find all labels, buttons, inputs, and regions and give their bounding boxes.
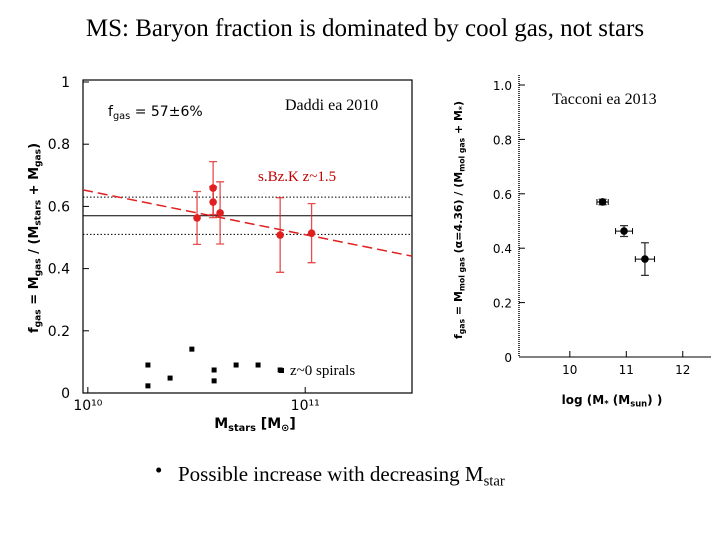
bullet-text: Possible increase with decreasing Mstar xyxy=(178,462,505,489)
fit-line xyxy=(82,189,413,257)
text-part: = 57±6% xyxy=(130,104,202,120)
x-tick-label: 10¹¹ xyxy=(291,398,320,414)
text-part: = M xyxy=(452,291,465,319)
y-tick-label: 0.2 xyxy=(48,324,70,340)
subscript: * xyxy=(604,399,609,409)
x-tick-label: 10 xyxy=(562,363,577,377)
y-tick-label: 0 xyxy=(61,386,70,402)
series-label: z~0 spirals xyxy=(290,363,355,379)
y-axis-label: fgas = Mgas / (Mstars + Mgas) xyxy=(27,143,44,333)
point xyxy=(233,362,239,368)
x-axis-label: log (M* (Msun) ) xyxy=(562,393,663,409)
subscript: gas xyxy=(34,309,44,327)
point xyxy=(216,209,224,217)
text-part: f xyxy=(27,327,42,333)
annotation: Daddi ea 2010 xyxy=(285,97,378,114)
y-tick-label: 0 xyxy=(504,351,512,365)
text-part: = M xyxy=(27,276,42,309)
text-part: ] xyxy=(289,416,295,432)
y-tick-label: 0.6 xyxy=(48,199,70,215)
subscript: mol gas xyxy=(457,257,466,291)
subscript: mol gas xyxy=(457,137,466,171)
point xyxy=(276,231,284,239)
subscript: sun xyxy=(630,399,647,409)
plot-frame xyxy=(82,79,413,394)
subscript: gas xyxy=(457,319,466,335)
point xyxy=(167,375,173,381)
point xyxy=(145,362,151,368)
text-part: + M xyxy=(27,167,42,200)
point xyxy=(209,198,217,206)
series-label: s.Bz.K z~1.5 xyxy=(258,169,336,185)
y-tick-label: 1 xyxy=(61,75,70,91)
text-part: (M xyxy=(609,393,631,407)
bullet-dot: • xyxy=(155,458,162,482)
slide-title: MS: Baryon fraction is dominated by cool… xyxy=(86,15,644,42)
text-part: (α=4.36) / (M xyxy=(452,172,465,257)
point xyxy=(620,227,628,235)
point xyxy=(255,362,261,368)
subscript: stars xyxy=(228,423,256,434)
text-part: Possible increase with decreasing M xyxy=(178,462,484,486)
x-axis-label: Mstars [M⊙] xyxy=(214,416,296,434)
point xyxy=(307,229,316,237)
inset-text: fgas = 57±6% xyxy=(108,104,203,122)
subscript: gas xyxy=(113,111,130,122)
point xyxy=(193,214,201,222)
subscript: gas xyxy=(34,258,44,276)
text-part: f xyxy=(108,104,114,120)
y-tick-label: 0.8 xyxy=(493,133,512,147)
text-part: + M xyxy=(452,110,465,138)
subscript: * xyxy=(457,106,466,110)
point xyxy=(641,255,649,263)
x-tick-label: 12 xyxy=(675,363,690,377)
subscript: ⊙ xyxy=(281,423,289,434)
y-tick-label: 1.0 xyxy=(493,79,512,93)
text-part: ) xyxy=(27,143,42,149)
text-part: ) xyxy=(452,101,465,106)
x-tick-label: 11 xyxy=(619,363,634,377)
y-tick-label: 0.8 xyxy=(48,137,70,153)
legend-symbol xyxy=(279,368,284,373)
text-part: f xyxy=(452,334,465,339)
y-tick-label: 0.4 xyxy=(48,262,70,278)
y-tick-label: 0.2 xyxy=(493,297,512,311)
y-tick-label: 0.6 xyxy=(493,188,512,202)
text-part: log (M xyxy=(562,393,605,407)
point xyxy=(211,367,217,373)
point xyxy=(145,383,151,389)
subscript: stars xyxy=(34,200,44,226)
text-part: [M xyxy=(256,416,281,432)
subscript: star xyxy=(484,473,505,489)
x-tick-label: 10¹⁰ xyxy=(73,398,102,414)
text-part: / (M xyxy=(27,226,42,259)
text-part: ) ) xyxy=(647,393,662,407)
point xyxy=(598,198,607,206)
annotation: Tacconi ea 2013 xyxy=(552,91,657,108)
point xyxy=(211,378,217,384)
text-part: M xyxy=(214,416,228,432)
y-axis-label: fgas = Mmol gas (α=4.36) / (Mmol gas + M… xyxy=(452,101,466,339)
subscript: gas xyxy=(34,149,44,167)
y-tick-label: 0.4 xyxy=(493,242,512,256)
point xyxy=(189,346,195,352)
